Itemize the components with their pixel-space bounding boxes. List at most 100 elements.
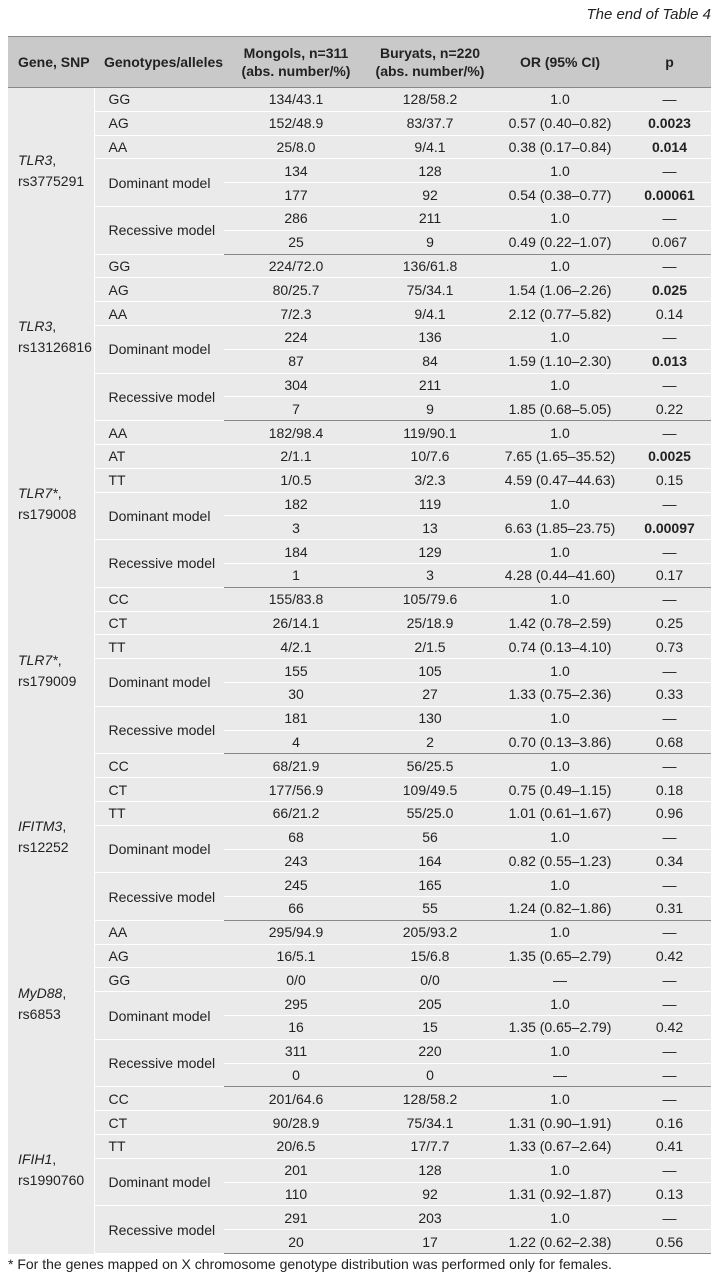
table-row: AG 80/25.7 75/34.1 1.54 (1.06–2.26) 0.025: [8, 277, 711, 303]
header-mongols: Mongols, n=311 (abs. number/%): [224, 36, 368, 88]
table-row: TLR3, rs3775291 GG 134/43.1 128/58.2 1.0—: [8, 87, 711, 255]
mongols-value: 30: [224, 682, 368, 707]
table-row: Dominant model 182 119 1.0—: [8, 492, 711, 541]
or-value: —: [492, 967, 628, 993]
buryats-value: 119: [368, 492, 492, 517]
mongols-value: 184: [224, 539, 368, 564]
snp-id: rs3775291: [18, 173, 85, 190]
footnote: * For the genes mapped on X chromosome g…: [8, 1256, 612, 1272]
table-row: Recessive model 245 165 1.0—: [8, 872, 711, 921]
genotype-label: AA: [94, 420, 224, 445]
mongols-value: 152/48.9: [224, 111, 368, 136]
or-value: 1.54 (1.06–2.26): [492, 277, 628, 303]
or-value: 1.35 (0.65–2.79): [492, 1015, 628, 1040]
table-row: Recessive model 304 211 1.0—: [8, 373, 711, 422]
p-value: —: [628, 1086, 711, 1112]
gene-name: TLR3: [18, 318, 53, 335]
or-value: 1.0: [492, 492, 628, 517]
table-body: TLR3, rs3775291 GG 134/43.1 128/58.2 1.0— AG 15…: [8, 87, 711, 1255]
mongols-value: 177/56.9: [224, 777, 368, 802]
buryats-value: 3: [368, 563, 492, 588]
buryats-value: 84: [368, 349, 492, 374]
mongols-value: 3: [224, 515, 368, 541]
or-value: 6.63 (1.85–23.75): [492, 515, 628, 541]
table-row: TT 4/2.1 2/1.5 0.74 (0.13–4.10) 0.73: [8, 634, 711, 660]
mongols-value: 110: [224, 1182, 368, 1207]
p-value: —: [628, 1158, 711, 1183]
snp-id: rs179008: [18, 505, 77, 522]
buryats-value: 13: [368, 515, 492, 541]
or-value: 1.0: [492, 872, 628, 898]
or-value: 1.01 (0.61–1.67): [492, 801, 628, 826]
p-value: —: [628, 658, 711, 683]
p-value: —: [628, 825, 711, 850]
mongols-value: 7/2.3: [224, 301, 368, 326]
gene-name: IFIH1: [18, 1151, 53, 1168]
genotype-label: CC: [94, 1086, 224, 1112]
p-value: —: [628, 420, 711, 445]
model-label: Dominant model: [94, 325, 224, 374]
header-genotypes: Genotypes/alleles: [94, 36, 224, 88]
mongols-value: 1: [224, 563, 368, 588]
table-row: 20 17 1.22 (0.62–2.38) 0.56: [8, 1229, 711, 1255]
genotype-label: AG: [94, 944, 224, 969]
buryats-value: 9: [368, 230, 492, 255]
table-row: Recessive model 184 129 1.0—: [8, 539, 711, 588]
mongols-value: 68/21.9: [224, 753, 368, 779]
mongols-value: 4/2.1: [224, 634, 368, 660]
p-value: —: [628, 1063, 711, 1088]
mongols-value: 177: [224, 182, 368, 207]
or-value: 4.28 (0.44–41.60): [492, 563, 628, 588]
mongols-value: 134: [224, 158, 368, 184]
p-value: 0.56: [628, 1229, 711, 1255]
model-label: Recessive model: [94, 539, 224, 588]
model-label: Dominant model: [94, 158, 224, 207]
model-label: Dominant model: [94, 991, 224, 1040]
mongols-value: 311: [224, 1039, 368, 1064]
buryats-value: 15: [368, 1015, 492, 1040]
buryats-value: 2: [368, 730, 492, 755]
gene-name: TLR7*: [18, 484, 58, 501]
p-value: —: [628, 1205, 711, 1231]
mongols-value: 4: [224, 730, 368, 755]
buryats-value: 0/0: [368, 967, 492, 993]
or-value: 1.33 (0.75–2.36): [492, 682, 628, 707]
mongols-value: 224/72.0: [224, 254, 368, 279]
p-value: —: [628, 158, 711, 184]
or-value: 1.0: [492, 420, 628, 445]
gene-snp-cell: IFITM3, rs12252: [8, 753, 95, 921]
genotype-label: GG: [94, 87, 224, 112]
table-row: CT 26/14.1 25/18.9 1.42 (0.78–2.59) 0.25: [8, 611, 711, 636]
genotype-label: AG: [94, 277, 224, 303]
buryats-value: 92: [368, 182, 492, 207]
buryats-value: 75/34.1: [368, 277, 492, 303]
genotype-label: AA: [94, 301, 224, 326]
genotype-label: TT: [94, 468, 224, 493]
genotype-label: CC: [94, 753, 224, 779]
table-row: AA 25/8.0 9/4.1 0.38 (0.17–0.84) 0.014: [8, 135, 711, 160]
buryats-value: 92: [368, 1182, 492, 1207]
p-value: —: [628, 872, 711, 898]
p-value: —: [628, 373, 711, 398]
or-value: 1.0: [492, 158, 628, 184]
mongols-value: 26/14.1: [224, 611, 368, 636]
mongols-value: 87: [224, 349, 368, 374]
mongols-value: 181: [224, 706, 368, 731]
mongols-value: 201: [224, 1158, 368, 1183]
or-value: —: [492, 1063, 628, 1088]
or-value: 1.59 (1.10–2.30): [492, 349, 628, 374]
table-row: Dominant model 134 128 1.0—: [8, 158, 711, 207]
or-value: 1.0: [492, 587, 628, 612]
genotype-label: AA: [94, 920, 224, 945]
buryats-value: 55/25.0: [368, 801, 492, 826]
buryats-value: 128: [368, 1158, 492, 1183]
header-p: p: [628, 36, 711, 88]
buryats-value: 56: [368, 825, 492, 850]
or-value: 1.33 (0.67–2.64): [492, 1134, 628, 1159]
mongols-value: 295: [224, 991, 368, 1017]
buryats-value: 17: [368, 1229, 492, 1255]
table-row: 177 92 0.54 (0.38–0.77) 0.00061: [8, 182, 711, 207]
or-value: 1.0: [492, 373, 628, 398]
table-row: 16 15 1.35 (0.65–2.79) 0.42: [8, 1015, 711, 1040]
p-value: 0.13: [628, 1182, 711, 1207]
